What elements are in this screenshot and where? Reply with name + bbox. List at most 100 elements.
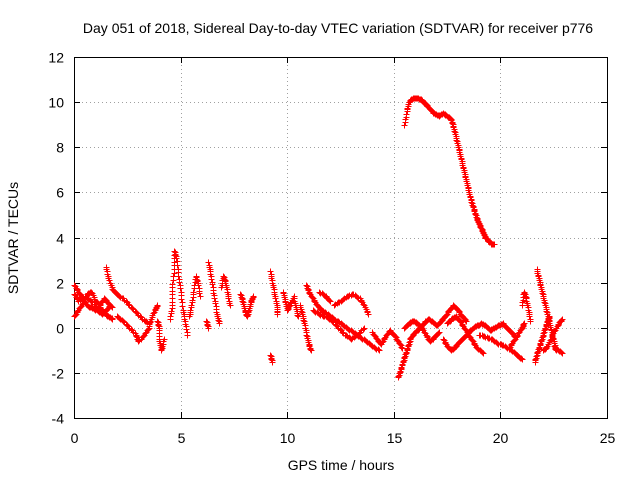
data-point — [400, 358, 407, 365]
data-point — [154, 318, 161, 325]
data-point — [211, 295, 218, 302]
x-tick-label: 0 — [71, 430, 79, 446]
data-point — [209, 281, 216, 288]
y-tick-label: 2 — [56, 276, 64, 292]
data-point — [88, 298, 95, 305]
data-point — [540, 330, 547, 337]
data-point — [188, 302, 195, 309]
data-point — [120, 318, 127, 325]
x-axis: 0 5 10 15 20 25 — [71, 57, 616, 446]
data-point — [365, 311, 372, 318]
y-axis-label: SDTVAR / TECUs — [5, 182, 21, 294]
data-point — [176, 279, 183, 286]
data-point — [520, 321, 527, 328]
data-point — [436, 329, 443, 336]
data-point — [398, 344, 405, 351]
data-point — [308, 347, 315, 354]
data-point — [361, 325, 368, 332]
data-point — [172, 252, 179, 259]
data-point — [406, 339, 413, 346]
data-point — [184, 332, 191, 339]
data-point — [178, 296, 185, 303]
x-tick-label: 25 — [600, 430, 616, 446]
data-point — [532, 356, 539, 363]
y-tick-label: -4 — [52, 411, 65, 427]
data-point — [189, 297, 196, 304]
data-point — [326, 297, 333, 304]
data-point — [538, 337, 545, 344]
data-point — [267, 268, 274, 275]
data-point — [491, 241, 498, 248]
data-point — [171, 248, 178, 255]
data-point — [133, 333, 140, 340]
data-point — [311, 308, 318, 315]
data-point — [559, 316, 566, 323]
chart-title: Day 051 of 2018, Sidereal Day-to-day VTE… — [83, 20, 593, 36]
data-point — [480, 350, 487, 357]
x-tick-label: 5 — [178, 430, 186, 446]
data-point — [106, 277, 113, 284]
data-point — [215, 317, 222, 324]
data-point — [392, 333, 399, 340]
data-point — [345, 326, 352, 333]
data-point — [354, 294, 361, 301]
data-point — [208, 276, 215, 283]
data-point — [303, 332, 310, 339]
y-tick-label: 12 — [48, 50, 64, 66]
y-tick-label: 0 — [56, 321, 64, 337]
data-point — [372, 345, 379, 352]
data-point — [462, 317, 469, 324]
data-point — [403, 111, 410, 118]
data-point — [107, 302, 114, 309]
data-point — [494, 340, 501, 347]
data-point — [227, 302, 234, 309]
data-point — [205, 259, 212, 266]
data-point — [294, 312, 301, 319]
data-point — [339, 329, 346, 336]
data-point — [204, 322, 211, 329]
data-point — [539, 290, 546, 297]
data-point — [245, 308, 252, 315]
x-tick-label: 15 — [387, 430, 403, 446]
data-point — [401, 354, 408, 361]
y-tick-label: 10 — [48, 95, 64, 111]
data-point — [205, 325, 212, 332]
data-point — [541, 299, 548, 306]
data-point — [352, 333, 359, 340]
y-tick-label: 8 — [56, 140, 64, 156]
data-point — [451, 128, 458, 135]
data-point — [435, 330, 442, 337]
data-point — [316, 311, 323, 318]
data-point — [527, 318, 534, 325]
data-point — [327, 298, 334, 305]
data-point — [169, 281, 176, 288]
data-point — [533, 353, 540, 360]
data-point — [526, 313, 533, 320]
data-point — [168, 308, 175, 315]
data-point — [468, 199, 475, 206]
data-point — [375, 346, 382, 353]
data-point — [79, 301, 86, 308]
data-point — [272, 295, 279, 302]
data-point — [360, 326, 367, 333]
data-point — [463, 318, 470, 325]
data-points — [71, 95, 566, 381]
data-point — [267, 352, 274, 359]
data-point — [155, 322, 162, 329]
data-point — [546, 313, 553, 320]
data-point — [405, 342, 412, 349]
data-point — [274, 311, 281, 318]
data-point — [521, 290, 528, 297]
y-tick-label: 6 — [56, 185, 64, 201]
data-point — [534, 349, 541, 356]
x-axis-label: GPS time / hours — [288, 457, 395, 473]
data-point — [190, 289, 197, 296]
data-point — [175, 273, 182, 280]
data-point — [197, 293, 204, 300]
data-point — [479, 349, 486, 356]
data-point — [519, 356, 526, 363]
data-point — [244, 312, 251, 319]
data-point — [558, 317, 565, 324]
data-point — [358, 335, 365, 342]
data-point — [481, 333, 488, 340]
